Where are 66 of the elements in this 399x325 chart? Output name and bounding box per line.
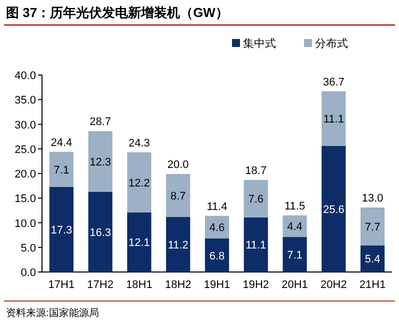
data-label: 4.4 bbox=[287, 221, 302, 234]
bar bbox=[360, 207, 385, 246]
total-label: 24.4 bbox=[50, 136, 72, 149]
total-label: 18.7 bbox=[245, 164, 267, 177]
bar bbox=[127, 152, 152, 212]
x-tick-label: 18H2 bbox=[164, 279, 192, 291]
data-label: 6.8 bbox=[209, 250, 225, 262]
total-label: 11.5 bbox=[284, 200, 306, 212]
y-tick-label: 10.0 bbox=[14, 218, 36, 230]
data-label: 11.2 bbox=[168, 239, 188, 252]
data-label: 11.1 bbox=[323, 114, 344, 126]
bar bbox=[282, 237, 307, 272]
data-label: 16.3 bbox=[90, 226, 112, 239]
y-tick-label: 30.0 bbox=[14, 119, 36, 132]
bar bbox=[166, 216, 190, 272]
data-label: 12.1 bbox=[128, 237, 150, 250]
x-tick-label: 17H1 bbox=[48, 279, 75, 291]
x-tick-label: 19H1 bbox=[204, 279, 230, 291]
y-tick-label: 15.0 bbox=[14, 193, 36, 206]
total-label: 36.7 bbox=[322, 76, 344, 88]
y-tick-label: 40.0 bbox=[14, 70, 36, 82]
total-label: 13.0 bbox=[362, 192, 384, 204]
legend-label: 分布式 bbox=[315, 37, 348, 50]
x-tick-label: 19H2 bbox=[242, 279, 270, 291]
chart-title: 图 37：历年光伏发电新增装机（GW） bbox=[6, 5, 228, 20]
bar bbox=[360, 245, 385, 272]
data-label: 7.6 bbox=[248, 194, 264, 206]
bar bbox=[166, 174, 190, 217]
data-label: 7.1 bbox=[287, 250, 302, 262]
data-label: 4.6 bbox=[209, 222, 225, 234]
total-label: 24.3 bbox=[128, 137, 150, 150]
bar bbox=[322, 146, 346, 272]
bar bbox=[127, 212, 152, 272]
legend-label: 集中式 bbox=[243, 37, 276, 50]
data-label: 17.3 bbox=[50, 224, 72, 236]
bar bbox=[244, 180, 268, 218]
data-label: 12.3 bbox=[90, 156, 112, 168]
data-label: 12.2 bbox=[128, 177, 150, 190]
total-label: 28.7 bbox=[90, 116, 112, 128]
y-tick-label: 25.0 bbox=[14, 144, 36, 156]
y-tick-label: 35.0 bbox=[14, 94, 36, 107]
total-label: 20.0 bbox=[167, 158, 189, 171]
x-tick-label: 17H2 bbox=[87, 279, 114, 291]
data-label: 11.1 bbox=[246, 240, 266, 252]
data-label: 7.7 bbox=[364, 221, 380, 234]
x-tick-label: 21H1 bbox=[359, 279, 386, 291]
bar bbox=[322, 91, 346, 146]
y-tick-label: 5.0 bbox=[20, 242, 36, 254]
data-label: 7.1 bbox=[54, 164, 70, 176]
bar bbox=[204, 238, 230, 272]
x-tick-label: 20H2 bbox=[320, 279, 347, 291]
bar bbox=[49, 186, 74, 272]
text: 资料来源:国家能源局 bbox=[6, 307, 99, 319]
y-tick-label: 20.0 bbox=[14, 168, 36, 180]
bar bbox=[244, 217, 268, 272]
data-label: 5.4 bbox=[364, 254, 380, 266]
data-label: 8.7 bbox=[170, 190, 186, 202]
bar bbox=[49, 152, 74, 187]
x-tick-label: 18H1 bbox=[126, 279, 152, 291]
total-label: 11.4 bbox=[206, 200, 228, 213]
bar bbox=[88, 131, 112, 192]
bar bbox=[282, 215, 307, 238]
data-label: 25.6 bbox=[322, 204, 344, 216]
bar bbox=[88, 192, 112, 272]
y-tick-label: 0.0 bbox=[20, 267, 36, 279]
x-tick-label: 20H1 bbox=[282, 279, 308, 291]
